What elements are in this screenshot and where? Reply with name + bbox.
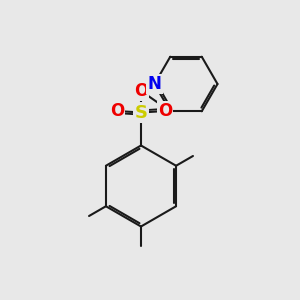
Text: S: S	[134, 103, 148, 122]
Text: O: O	[110, 102, 124, 120]
Text: N: N	[148, 75, 161, 93]
Text: O: O	[158, 102, 172, 120]
Text: O: O	[134, 82, 148, 100]
